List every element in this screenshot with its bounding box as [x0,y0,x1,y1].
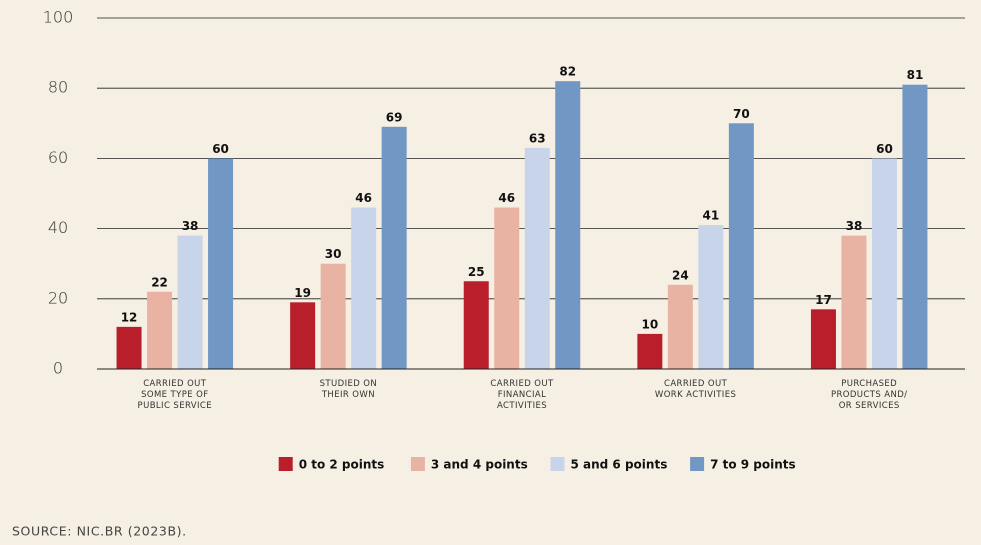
bar [810,309,836,369]
x-tick-label: PURCHASED PRODUCTS AND/OR SERVICES [831,379,908,411]
data-label: 63 [529,131,546,145]
data-label: 10 [641,317,658,331]
data-label: 46 [355,191,372,205]
data-label: 70 [733,107,750,121]
bar [667,284,693,369]
bar [555,81,581,370]
bar [290,302,316,369]
y-tick-label: 80 [48,78,68,97]
bar [381,126,407,369]
legend-swatch [278,457,293,471]
data-label: 38 [846,219,863,233]
y-tick-label: 20 [48,288,68,307]
bar [463,281,489,369]
y-tick-label: 0 [53,359,63,378]
data-label: 81 [907,68,924,82]
y-tick-label: 60 [48,148,68,167]
y-tick-label: 40 [48,218,68,237]
legend-label: 0 to 2 points [299,458,385,472]
data-label: 41 [702,209,719,223]
legend-label: 5 and 6 points [571,458,668,472]
legend-swatch [410,457,425,471]
data-label: 12 [121,310,138,324]
bar [208,158,234,369]
x-tick-label: CARRIED OUT WORK ACTIVITIES [655,379,736,400]
source-note: SOURCE: NIC.BR (2023B). [12,524,187,539]
legend-label: 3 and 4 points [431,458,528,472]
data-label: 60 [876,142,893,156]
data-label: 82 [559,65,576,79]
legend-swatch [690,457,705,471]
x-tick-label: CARRIED OUT SOME TYPE OF PUBLIC SERVICE [138,379,213,411]
data-label: 22 [151,275,168,289]
data-label: 46 [498,191,515,205]
legend-label: 7 to 9 points [710,458,796,472]
bar [494,207,520,369]
data-label: 19 [294,286,311,300]
legend-swatch [550,457,565,471]
bar [871,158,897,369]
data-label: 17 [815,293,832,307]
bar [637,333,663,369]
data-label: 30 [325,247,342,261]
data-label: 24 [672,268,689,282]
data-label: 69 [386,110,403,124]
y-tick-label: 100 [43,8,74,27]
x-tick-label: STUDIED ON THEIR OWN [320,379,378,400]
data-label: 38 [182,219,199,233]
bar [698,225,724,369]
bar [147,291,173,369]
bar [728,123,754,369]
x-tick-label: CARRIED OUT FINANCIAL ACTIVITIES [490,379,554,411]
bar [902,84,928,369]
bar [524,147,550,369]
data-label: 25 [468,265,485,279]
bar [841,235,867,369]
data-label: 60 [212,142,229,156]
bar [320,263,346,369]
bar [177,235,203,369]
bar [351,207,377,369]
bar [116,326,142,369]
